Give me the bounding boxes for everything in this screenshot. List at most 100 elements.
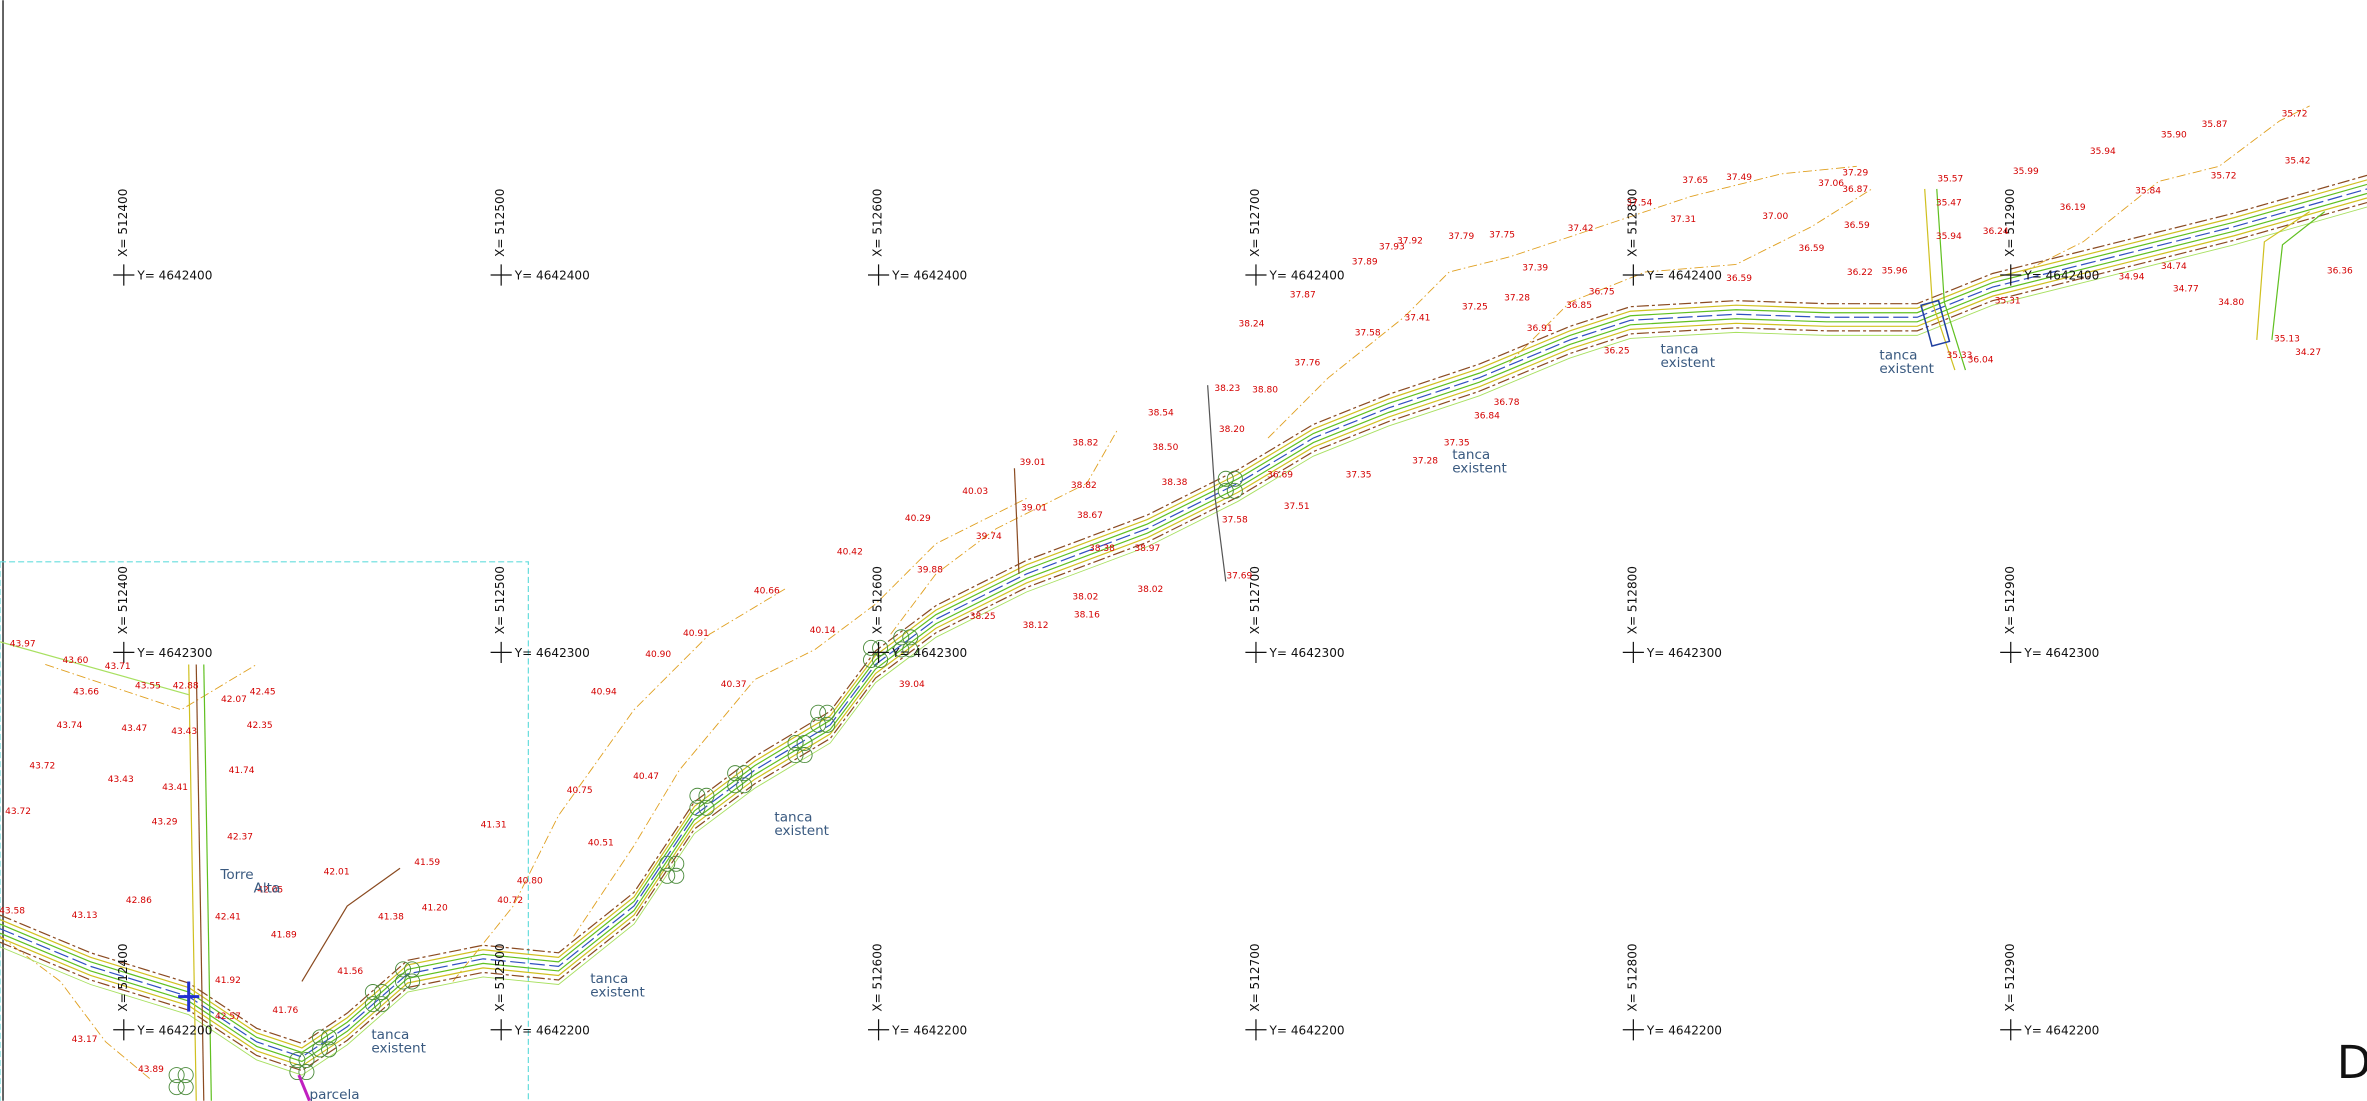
spot-height: 37.06 [1818, 179, 1844, 189]
tree [698, 787, 715, 804]
spot-height: 37.89 [1352, 257, 1378, 267]
grid-cross [1245, 641, 1267, 663]
spot-height: 40.51 [588, 839, 614, 849]
contour [2022, 105, 2310, 273]
grid-y-label: Y= 4642200 [2023, 1023, 2099, 1037]
spot-height: 36.59 [1844, 221, 1870, 231]
grid-y-label: Y= 4642400 [1646, 269, 1722, 283]
spot-height: 37.92 [1397, 236, 1423, 246]
grid-x-label: X= 512700 [1248, 566, 1262, 634]
grid-y-label: Y= 4642300 [891, 646, 967, 660]
note: existent [590, 985, 645, 1001]
spot-height: 42.57 [215, 1012, 241, 1022]
spot-height: 43.72 [29, 762, 55, 772]
tree [395, 973, 412, 990]
road-line [301, 867, 401, 982]
grid-x-label: X= 512400 [116, 943, 130, 1011]
spot-height: 43.41 [162, 783, 188, 793]
tree [404, 973, 421, 990]
grid-x-label: X= 512900 [2003, 189, 2017, 257]
spot-height: 36.84 [1474, 411, 1500, 421]
grid-cross [868, 641, 890, 663]
tree [1217, 482, 1234, 499]
spot-height: 40.90 [645, 650, 671, 660]
spot-height: 37.79 [1448, 232, 1474, 242]
road-line [1936, 188, 1967, 371]
grid-y-label: Y= 4642200 [1269, 1023, 1345, 1037]
tree [902, 641, 919, 658]
spot-height: 42.41 [215, 913, 241, 923]
tree [373, 996, 390, 1013]
spot-height: 40.47 [633, 772, 659, 782]
road-line [0, 188, 2367, 1058]
spot-height: 36.59 [1799, 244, 1825, 254]
spot-height: 35.72 [2211, 171, 2237, 181]
spot-height: 41.74 [229, 766, 255, 776]
spot-height: 38.16 [1074, 611, 1100, 621]
road-line [1924, 188, 1956, 371]
tree [668, 867, 685, 884]
spot-height: 34.94 [2119, 273, 2145, 283]
road-line [0, 201, 2367, 1072]
tree [736, 765, 753, 782]
road-line [0, 192, 2367, 1063]
grid-y-label: Y= 4642400 [136, 269, 212, 283]
tree [893, 641, 910, 658]
grid-y-label: Y= 4642300 [1646, 646, 1722, 660]
spot-height: 35.13 [2274, 334, 2300, 344]
spot-height: 43.66 [73, 688, 99, 698]
grid-cross [490, 641, 512, 663]
spot-height: 43.60 [63, 656, 89, 666]
spot-height: 38.12 [1023, 621, 1049, 631]
grid-x-label: X= 512500 [493, 943, 507, 1011]
tree [373, 984, 390, 1001]
spot-height: 40.91 [683, 629, 709, 639]
spot-height: 40.66 [754, 587, 780, 597]
spot-height: 34.27 [2295, 348, 2321, 358]
tree [727, 777, 744, 794]
tree [736, 777, 753, 794]
spot-height: 42.01 [324, 867, 350, 877]
spot-height: 35.96 [1882, 266, 1908, 276]
spot-height: 43.97 [10, 639, 36, 649]
grid-x-label: X= 512400 [116, 189, 130, 257]
tree [395, 961, 412, 978]
spot-height: 36.24 [1983, 227, 2009, 237]
spot-height: 38.82 [1071, 481, 1097, 491]
note: existent [1452, 461, 1507, 477]
tree [177, 1079, 194, 1096]
spot-height: 38.25 [970, 612, 996, 622]
grid-y-label: Y= 4642400 [891, 269, 967, 283]
spot-height: 42.37 [227, 833, 253, 843]
grid-x-label: X= 512800 [1625, 189, 1639, 257]
note: tanca [774, 809, 812, 825]
parcel-line [297, 1074, 311, 1101]
tree [659, 855, 676, 872]
spot-height: 39.01 [1020, 458, 1046, 468]
tree [819, 704, 836, 721]
grid-x-label: X= 512500 [493, 189, 507, 257]
tree [321, 1029, 338, 1046]
spot-height: 34.74 [2161, 262, 2187, 272]
tree [698, 799, 715, 816]
spot-height: 38.38 [1161, 478, 1187, 488]
spot-height: 35.47 [1936, 199, 1962, 209]
spot-height: 38.38 [1089, 544, 1115, 554]
spot-height: 36.04 [1968, 356, 1994, 366]
grid-cross [1622, 641, 1644, 663]
spot-height: 42.07 [221, 695, 247, 705]
spot-height: 37.28 [1412, 457, 1438, 467]
place-label: Torre [219, 867, 253, 883]
note: existent [1661, 355, 1716, 371]
spot-height: 37.87 [1290, 291, 1316, 301]
road-line [195, 664, 205, 1101]
grid-cross [1622, 1019, 1644, 1041]
grid-cross [868, 264, 890, 286]
grid-y-label: Y= 4642400 [1269, 269, 1345, 283]
tree [404, 961, 421, 978]
spot-height: 41.56 [337, 967, 363, 977]
spot-height: 43.43 [171, 727, 197, 737]
place-label: parcela [309, 1087, 359, 1101]
tree [177, 1067, 194, 1084]
spot-height: 43.29 [152, 817, 178, 827]
